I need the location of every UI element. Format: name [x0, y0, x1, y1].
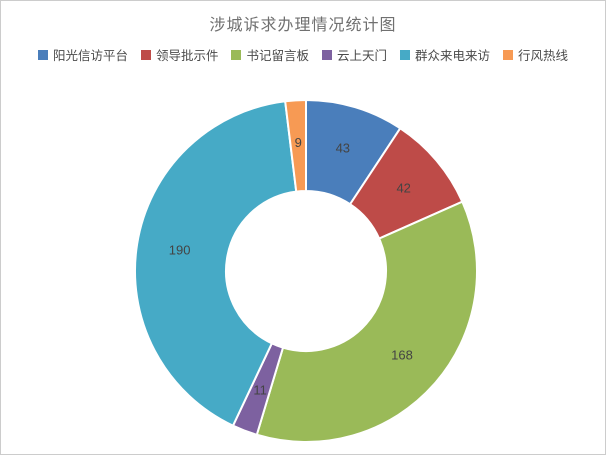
legend-label: 领导批示件 — [155, 49, 219, 63]
legend-item-5[interactable]: 群众来电来访 — [400, 45, 490, 64]
legend-item-1[interactable]: 阳光信访平台 — [37, 45, 128, 64]
legend-swatch-icon — [503, 49, 514, 60]
legend-swatch-icon — [37, 49, 48, 60]
legend-swatch-icon — [322, 49, 332, 60]
legend-swatch-icon — [400, 49, 411, 60]
legend-label: 群众来电来访 — [415, 49, 491, 63]
legend-item-6[interactable]: 行风热线 — [503, 45, 568, 64]
slice-value-label: 11 — [253, 383, 267, 398]
legend-item-2[interactable]: 领导批示件 — [140, 45, 219, 64]
slice-value-label: 9 — [295, 135, 302, 150]
donut-slice-3[interactable] — [255, 200, 478, 443]
legend-item-4[interactable]: 云上天门 — [322, 45, 387, 64]
slice-value-label: 43 — [336, 140, 350, 155]
legend-label: 云上天门 — [337, 49, 388, 63]
chart-legend: 阳光信访平台 领导批示件 书记留言板 云上天门 群众来电来访 行风热线 — [1, 45, 605, 64]
slice-value-label: 42 — [396, 180, 410, 195]
legend-swatch-icon — [140, 49, 151, 60]
chart-title: 涉城诉求办理情况统计图 — [209, 17, 397, 34]
legend-label: 行风热线 — [518, 49, 569, 63]
legend-label: 阳光信访平台 — [52, 49, 128, 63]
donut-slice-5[interactable] — [133, 100, 298, 427]
legend-swatch-icon — [231, 49, 242, 60]
slice-value-label: 190 — [169, 243, 191, 258]
legend-label: 书记留言板 — [246, 49, 309, 63]
slice-value-label: 168 — [391, 348, 413, 363]
legend-item-3[interactable]: 书记留言板 — [231, 45, 309, 64]
donut-slice-6[interactable] — [284, 98, 307, 193]
